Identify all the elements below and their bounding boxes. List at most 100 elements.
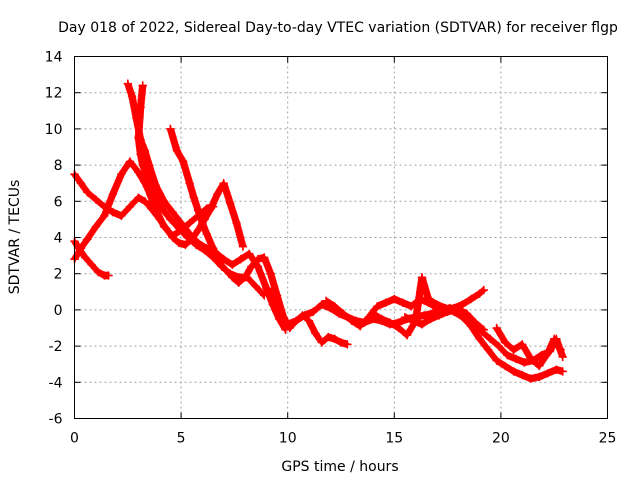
data-point bbox=[526, 374, 536, 383]
y-tick-label: 6 bbox=[54, 194, 63, 210]
data-point bbox=[321, 296, 331, 306]
data-point bbox=[183, 233, 192, 242]
data-point bbox=[338, 309, 348, 318]
x-tick-label: 5 bbox=[177, 431, 186, 447]
data-point bbox=[355, 321, 365, 331]
data-point bbox=[283, 320, 292, 329]
data-point bbox=[336, 338, 346, 347]
data-point bbox=[460, 312, 469, 322]
y-tick-label: 4 bbox=[54, 231, 63, 247]
data-series bbox=[70, 79, 568, 383]
data-point bbox=[238, 242, 248, 251]
data-point bbox=[317, 338, 327, 347]
data-point bbox=[451, 305, 461, 315]
data-point bbox=[168, 233, 177, 242]
data-point bbox=[475, 289, 484, 298]
data-point bbox=[136, 149, 145, 159]
data-point bbox=[149, 189, 158, 199]
data-point bbox=[259, 253, 269, 262]
data-point bbox=[193, 225, 203, 235]
y-tick-label: 12 bbox=[45, 86, 63, 102]
data-point bbox=[100, 202, 109, 212]
x-tick-label: 0 bbox=[70, 431, 79, 447]
data-point bbox=[225, 198, 235, 208]
data-point bbox=[347, 316, 356, 326]
data-point bbox=[74, 244, 84, 253]
data-point bbox=[227, 273, 237, 282]
data-point bbox=[549, 334, 559, 344]
series-track-11 bbox=[492, 323, 565, 371]
data-point bbox=[443, 307, 452, 317]
data-point bbox=[251, 282, 261, 291]
y-tick-label: 8 bbox=[54, 158, 63, 174]
data-point bbox=[138, 160, 148, 170]
data-point bbox=[381, 298, 391, 307]
data-point bbox=[80, 253, 90, 262]
data-point bbox=[262, 283, 271, 293]
data-point bbox=[368, 309, 378, 318]
data-point bbox=[138, 81, 148, 90]
data-point bbox=[492, 356, 501, 365]
data-point bbox=[556, 345, 565, 355]
data-point bbox=[526, 354, 536, 364]
data-point bbox=[364, 312, 374, 322]
data-point bbox=[511, 354, 521, 364]
y-tick-label: -6 bbox=[49, 412, 63, 428]
data-point bbox=[468, 320, 478, 329]
y-tick-label: 10 bbox=[45, 122, 63, 138]
data-point bbox=[398, 298, 408, 307]
data-point bbox=[234, 278, 243, 288]
data-point bbox=[185, 218, 194, 228]
data-point bbox=[426, 314, 435, 324]
data-point bbox=[142, 171, 152, 181]
data-point bbox=[543, 349, 553, 358]
data-point bbox=[323, 332, 333, 342]
data-point bbox=[409, 316, 418, 326]
data-point bbox=[193, 206, 203, 215]
data-point bbox=[475, 334, 484, 344]
data-point bbox=[202, 229, 211, 239]
data-point bbox=[485, 334, 495, 344]
data-point bbox=[189, 193, 199, 202]
data-point bbox=[136, 102, 145, 112]
data-point bbox=[400, 312, 410, 322]
data-point bbox=[502, 350, 512, 360]
data-point bbox=[155, 215, 165, 224]
data-point bbox=[208, 244, 218, 253]
data-point bbox=[492, 323, 501, 333]
data-point bbox=[232, 218, 241, 228]
chart-title: Day 018 of 2022, Sidereal Day-to-day VTE… bbox=[58, 20, 618, 36]
data-point bbox=[91, 195, 101, 204]
data-point bbox=[304, 316, 314, 326]
data-point bbox=[146, 204, 156, 213]
data-point bbox=[274, 305, 284, 315]
data-point bbox=[127, 92, 137, 101]
data-point bbox=[534, 361, 544, 371]
data-point bbox=[291, 316, 301, 326]
data-point bbox=[221, 265, 231, 275]
data-point bbox=[394, 323, 403, 333]
data-point bbox=[134, 168, 143, 177]
data-point bbox=[134, 133, 143, 143]
data-point bbox=[266, 269, 275, 278]
y-axis-label: SDTVAR / TECUs bbox=[7, 180, 23, 295]
data-point bbox=[219, 178, 229, 188]
data-point bbox=[166, 124, 175, 134]
data-point bbox=[93, 267, 103, 277]
data-point bbox=[247, 262, 256, 271]
data-point bbox=[134, 193, 143, 202]
y-tick-label: -4 bbox=[49, 375, 63, 391]
data-point bbox=[424, 294, 433, 304]
x-axis-label: GPS time / hours bbox=[281, 459, 398, 475]
axis-ticks: 0 5 10 15 20 25 -6 -4 -2 0 2 4 6 8 10 12 14 bbox=[45, 50, 617, 447]
data-point bbox=[477, 327, 487, 336]
data-point bbox=[479, 285, 489, 295]
data-point bbox=[240, 273, 250, 282]
data-point bbox=[215, 258, 224, 268]
data-point bbox=[200, 245, 209, 255]
data-point bbox=[176, 218, 186, 228]
data-point bbox=[91, 222, 101, 231]
data-point bbox=[509, 367, 518, 376]
data-point bbox=[372, 301, 382, 311]
x-tick-label: 20 bbox=[492, 431, 510, 447]
